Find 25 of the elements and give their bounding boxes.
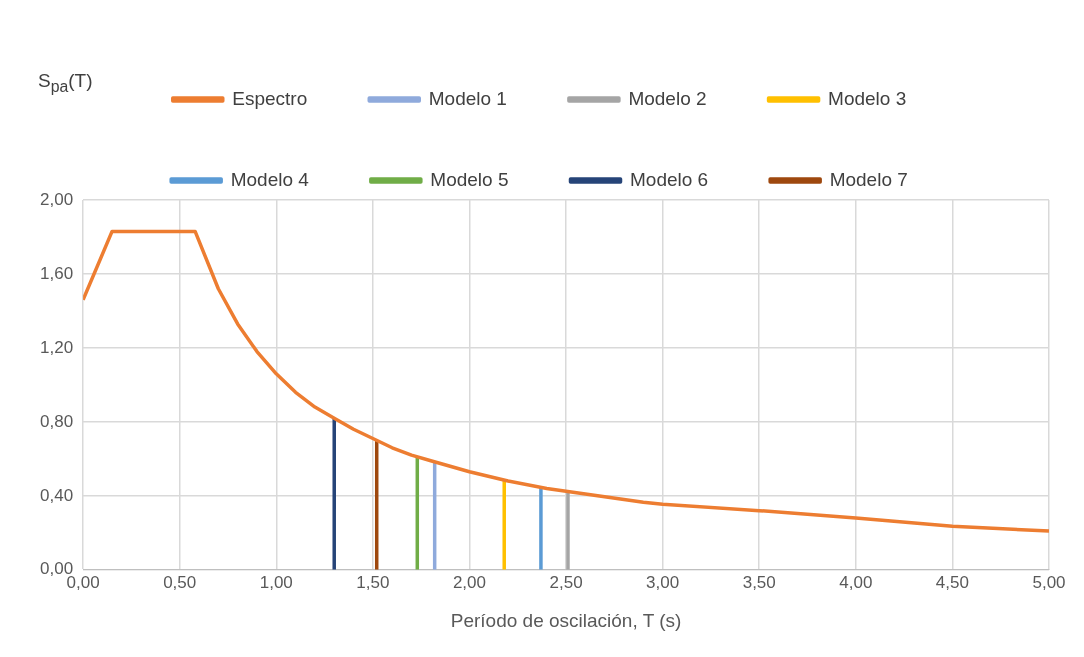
- legend-label: Modelo 5: [430, 168, 509, 190]
- x-tick-label: 1,00: [259, 572, 293, 592]
- y-tick-label: 0,80: [39, 411, 74, 431]
- x-axis-title: Período de oscilación, T (s): [450, 609, 682, 631]
- legend-label: Modelo 7: [829, 168, 908, 190]
- x-tick-label: 2,00: [452, 572, 486, 592]
- x-tick-label: 3,00: [646, 572, 680, 592]
- legend-label: Modelo 2: [628, 87, 707, 109]
- y-tick-label: 1,20: [39, 337, 74, 357]
- legend-label: Modelo 6: [630, 168, 709, 190]
- legend-label: Modelo 1: [428, 87, 507, 109]
- x-tick-label: 3,50: [742, 572, 776, 592]
- x-tick-label: 4,50: [935, 572, 969, 592]
- x-tick-label: 0,50: [163, 572, 197, 592]
- x-tick-label: 5,00: [1032, 572, 1066, 592]
- y-tick-label: 1,60: [39, 263, 74, 283]
- y-tick-label: 2,00: [39, 189, 74, 209]
- legend-label: Modelo 3: [828, 87, 907, 109]
- x-tick-label: 4,00: [839, 572, 873, 592]
- x-tick-label: 1,50: [356, 572, 390, 592]
- legend-label: Modelo 4: [230, 168, 310, 190]
- y-axis-title: S$_{pa}$(T): [38, 70, 93, 96]
- y-tick-label: 0,40: [39, 485, 74, 505]
- legend-label: Espectro: [232, 87, 308, 109]
- x-tick-label: 2,50: [549, 572, 583, 592]
